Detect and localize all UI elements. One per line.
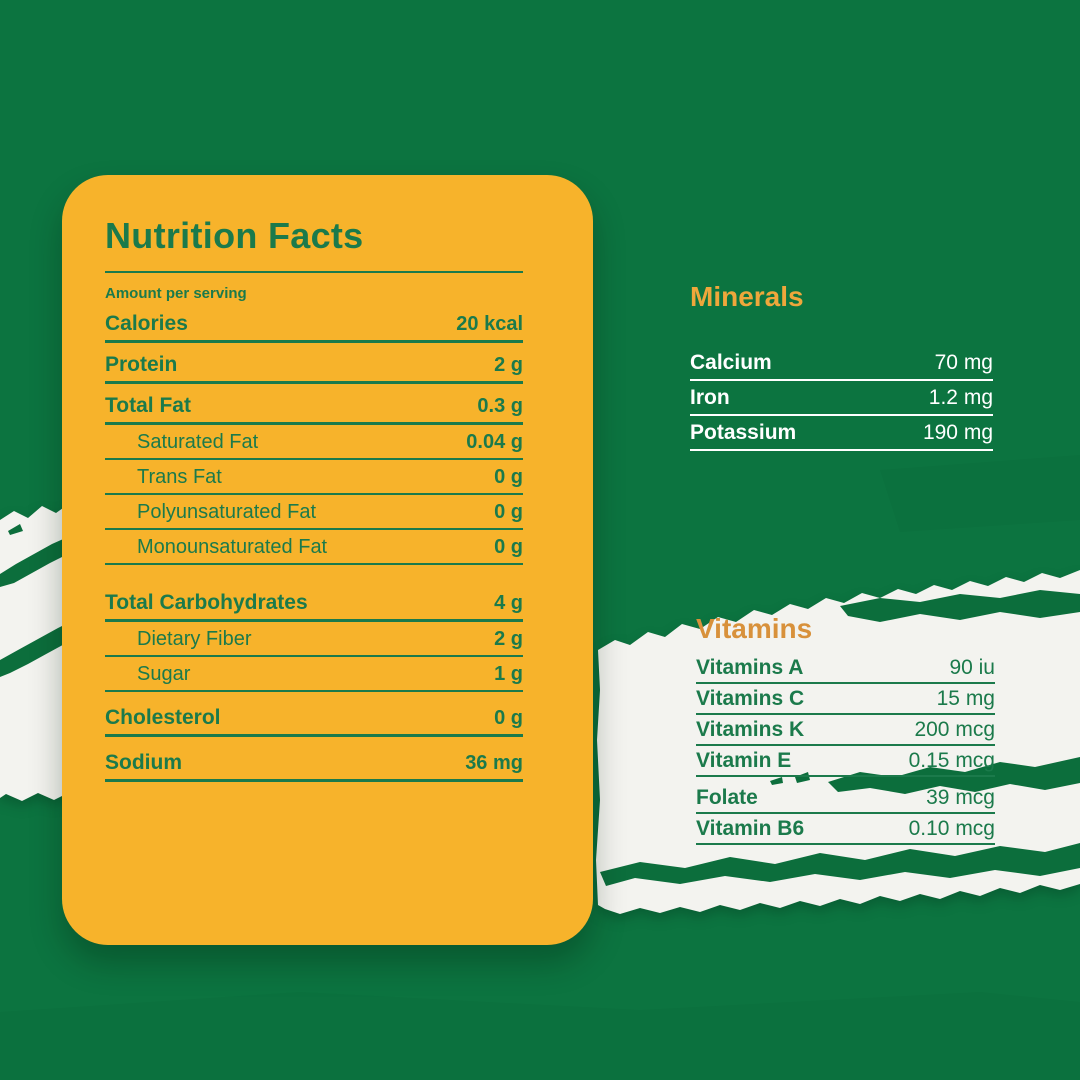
vitamin-label: Vitamin B6 [696,817,805,840]
nutrition-row: Calories 20 kcal [105,302,523,343]
nutrition-row: Total Fat 0.3 g [105,384,523,425]
nutrient-label: Total Fat [105,394,191,417]
nutrient-label: Sodium [105,751,182,774]
nutrient-value: 36 mg [465,752,523,774]
mineral-label: Calcium [690,351,772,374]
nutrition-row: Dietary Fiber 2 g [105,622,523,657]
left-band-green-brush-strokes [0,524,70,677]
vitamin-value: 0.15 mcg [908,749,995,772]
nutrient-label: Trans Fat [137,466,222,488]
nutrient-value: 4 g [494,592,523,614]
vitamin-label: Folate [696,786,758,809]
nutrition-facts-title: Nutrition Facts [105,215,364,256]
vitamins-panel: Vitamins Vitamins A 90 iu Vitamins C 15 … [696,612,995,845]
nutrient-label: Monounsaturated Fat [137,536,328,558]
nutrition-row: Cholesterol 0 g [105,692,523,737]
title-divider [105,271,523,273]
nutrient-value: 0 g [494,466,523,488]
nutrient-value: 0 g [494,536,523,558]
vitamins-table: Vitamins A 90 iu Vitamins C 15 mg Vitami… [696,653,995,845]
vitamin-label: Vitamins A [696,656,804,679]
vitamin-label: Vitamin E [696,749,792,772]
nutrient-label: Protein [105,353,178,376]
nutrient-label: Sugar [137,663,191,685]
nutrient-value: 20 kcal [456,313,523,335]
nutrient-label: Total Carbohydrates [105,591,308,614]
vitamins-title: Vitamins [696,613,813,644]
mineral-row: Iron 1.2 mg [690,381,993,416]
mineral-value: 190 mg [922,421,993,444]
mineral-label: Iron [690,386,730,409]
vitamin-row: Vitamin B6 0.10 mcg [696,814,995,845]
nutrient-label: Calories [105,312,188,335]
vitamin-row: Vitamin E 0.15 mcg [696,746,995,777]
mineral-value: 1.2 mg [928,386,993,409]
nutrient-label: Polyunsaturated Fat [137,501,316,523]
minerals-title: Minerals [690,281,804,312]
nutrient-label: Saturated Fat [137,431,259,453]
nutrition-row: Trans Fat 0 g [105,460,523,495]
mineral-value: 70 mg [934,351,993,374]
vitamin-value: 39 mcg [926,786,995,809]
nutrient-value: 2 g [494,628,523,650]
nutrition-row: Sodium 36 mg [105,737,523,782]
nutrition-row: Polyunsaturated Fat 0 g [105,495,523,530]
nutrition-row: Sugar 1 g [105,657,523,692]
nutrient-value: 0 g [494,707,523,729]
right-band-green-brush-strokes [600,590,1080,886]
background-mottling [0,455,1080,1080]
mineral-row: Potassium 190 mg [690,416,993,451]
nutrient-value: 0.3 g [477,395,523,417]
vitamin-row: Vitamins K 200 mcg [696,715,995,746]
nutrient-label: Dietary Fiber [137,628,252,650]
right-white-brush-band [596,570,1080,914]
nutrition-row: Saturated Fat 0.04 g [105,425,523,460]
nutrition-row: Total Carbohydrates 4 g [105,581,523,622]
vitamin-label: Vitamins C [696,687,805,710]
vitamin-value: 200 mcg [914,718,995,741]
vitamin-value: 90 iu [949,656,995,679]
vitamin-value: 0.10 mcg [908,817,995,840]
minerals-panel: Minerals Calcium 70 mg Iron 1.2 mg Potas… [690,280,993,451]
nutrient-value: 0.04 g [466,431,523,453]
minerals-table: Calcium 70 mg Iron 1.2 mg Potassium 190 … [690,346,993,451]
nutrition-row: Monounsaturated Fat 0 g [105,530,523,565]
mineral-row: Calcium 70 mg [690,346,993,381]
nutrition-facts-card: Nutrition Facts Amount per serving Calor… [62,175,593,945]
serving-note: Amount per serving [105,285,247,302]
nutrition-table: Calories 20 kcal Protein 2 g Total Fat 0… [105,302,523,782]
vitamin-row: Vitamins C 15 mg [696,684,995,715]
vitamin-label: Vitamins K [696,718,805,741]
vitamin-row: Folate 39 mcg [696,783,995,814]
nutrient-label: Cholesterol [105,706,221,729]
nutrient-value: 2 g [494,354,523,376]
vitamin-row: Vitamins A 90 iu [696,653,995,684]
nutrient-value: 0 g [494,501,523,523]
vitamin-value: 15 mg [936,687,995,710]
nutrient-value: 1 g [494,663,523,685]
mineral-label: Potassium [690,421,797,444]
nutrition-row: Protein 2 g [105,343,523,384]
